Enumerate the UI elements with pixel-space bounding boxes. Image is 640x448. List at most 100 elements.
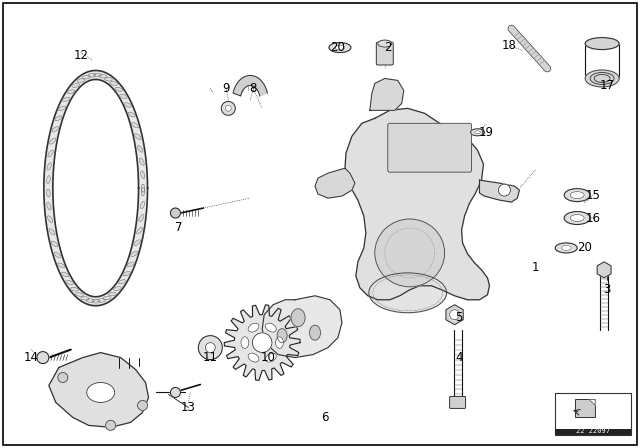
Text: 11: 11 (203, 351, 218, 364)
Bar (556, 429, 631, 435)
Ellipse shape (83, 75, 90, 79)
Ellipse shape (564, 189, 590, 202)
Ellipse shape (87, 383, 115, 402)
Ellipse shape (141, 188, 145, 196)
Ellipse shape (564, 211, 590, 224)
Circle shape (221, 101, 236, 115)
Ellipse shape (470, 129, 484, 136)
Ellipse shape (92, 300, 100, 303)
Ellipse shape (118, 280, 126, 284)
Ellipse shape (52, 127, 59, 132)
Ellipse shape (570, 192, 584, 198)
Ellipse shape (335, 45, 345, 50)
Ellipse shape (128, 112, 135, 117)
Ellipse shape (276, 337, 284, 349)
Text: 15: 15 (586, 189, 600, 202)
Bar (556, 393, 631, 435)
Circle shape (138, 401, 148, 410)
Ellipse shape (67, 90, 75, 94)
Text: 9: 9 (223, 82, 230, 95)
Ellipse shape (58, 106, 66, 111)
Polygon shape (479, 180, 520, 202)
Ellipse shape (61, 272, 69, 277)
Ellipse shape (93, 73, 102, 77)
Ellipse shape (49, 229, 55, 235)
Ellipse shape (140, 158, 144, 165)
Text: 5: 5 (455, 311, 462, 324)
Ellipse shape (103, 296, 111, 300)
Circle shape (205, 343, 215, 353)
FancyBboxPatch shape (388, 123, 472, 172)
Ellipse shape (585, 38, 619, 50)
Ellipse shape (132, 123, 138, 128)
Ellipse shape (556, 243, 577, 253)
Ellipse shape (97, 299, 106, 302)
Ellipse shape (140, 201, 145, 209)
Circle shape (170, 208, 180, 218)
Polygon shape (233, 75, 268, 96)
Ellipse shape (47, 189, 50, 197)
Ellipse shape (134, 134, 141, 140)
Ellipse shape (590, 73, 614, 84)
Ellipse shape (110, 82, 118, 86)
Text: 18: 18 (502, 39, 517, 52)
Ellipse shape (248, 353, 259, 362)
Ellipse shape (137, 146, 143, 152)
Polygon shape (44, 70, 148, 306)
Ellipse shape (570, 215, 584, 221)
Circle shape (170, 388, 180, 397)
Ellipse shape (58, 263, 65, 267)
Polygon shape (345, 108, 490, 300)
Ellipse shape (88, 73, 96, 77)
Circle shape (198, 336, 222, 360)
Ellipse shape (139, 215, 144, 221)
Ellipse shape (70, 287, 78, 291)
Ellipse shape (585, 70, 619, 87)
Ellipse shape (474, 131, 481, 134)
Circle shape (225, 105, 231, 112)
Text: 19: 19 (479, 126, 494, 139)
Ellipse shape (375, 219, 445, 287)
Polygon shape (262, 296, 342, 358)
Ellipse shape (99, 74, 107, 78)
Ellipse shape (54, 253, 61, 258)
Ellipse shape (113, 287, 122, 290)
Ellipse shape (77, 79, 85, 82)
Ellipse shape (266, 323, 276, 332)
Ellipse shape (55, 116, 62, 121)
Ellipse shape (81, 297, 89, 300)
Text: 1: 1 (532, 261, 539, 274)
Polygon shape (315, 168, 355, 198)
Text: 14: 14 (24, 351, 38, 364)
Ellipse shape (310, 325, 321, 340)
Ellipse shape (131, 251, 138, 257)
Polygon shape (370, 78, 404, 110)
Ellipse shape (124, 103, 132, 107)
Ellipse shape (120, 95, 127, 99)
Circle shape (449, 310, 460, 320)
Ellipse shape (104, 78, 113, 81)
Ellipse shape (378, 40, 392, 47)
Ellipse shape (51, 241, 58, 247)
Ellipse shape (141, 184, 145, 192)
Ellipse shape (561, 246, 572, 250)
Ellipse shape (86, 299, 94, 302)
Text: 12: 12 (73, 49, 88, 62)
Text: 3: 3 (604, 283, 611, 296)
Polygon shape (49, 353, 148, 427)
Ellipse shape (248, 323, 259, 332)
Text: 2: 2 (384, 41, 392, 54)
Ellipse shape (63, 97, 70, 102)
Text: 20: 20 (577, 241, 591, 254)
Ellipse shape (277, 329, 287, 343)
Ellipse shape (66, 280, 74, 284)
Polygon shape (589, 400, 595, 405)
Ellipse shape (266, 353, 276, 362)
Text: 7: 7 (175, 221, 182, 234)
Text: 17: 17 (600, 79, 614, 92)
Ellipse shape (48, 150, 53, 157)
Text: 20: 20 (330, 41, 346, 54)
FancyBboxPatch shape (449, 396, 465, 409)
Ellipse shape (72, 84, 80, 87)
Ellipse shape (594, 74, 610, 82)
